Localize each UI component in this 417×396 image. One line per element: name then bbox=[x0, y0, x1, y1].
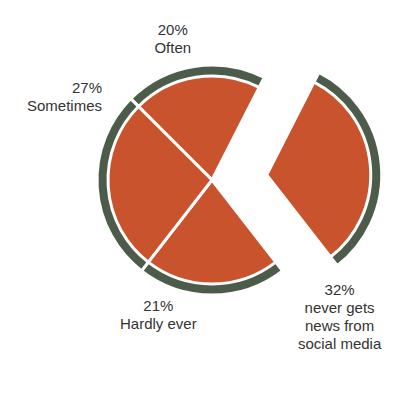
svg-text:27%Sometimes: 27%Sometimes bbox=[27, 79, 102, 114]
svg-text:20%Often: 20%Often bbox=[154, 21, 191, 56]
svg-text:32%never getsnews fromsocial m: 32%never getsnews fromsocial media bbox=[298, 281, 382, 352]
svg-text:21%Hardly ever: 21%Hardly ever bbox=[120, 297, 197, 332]
